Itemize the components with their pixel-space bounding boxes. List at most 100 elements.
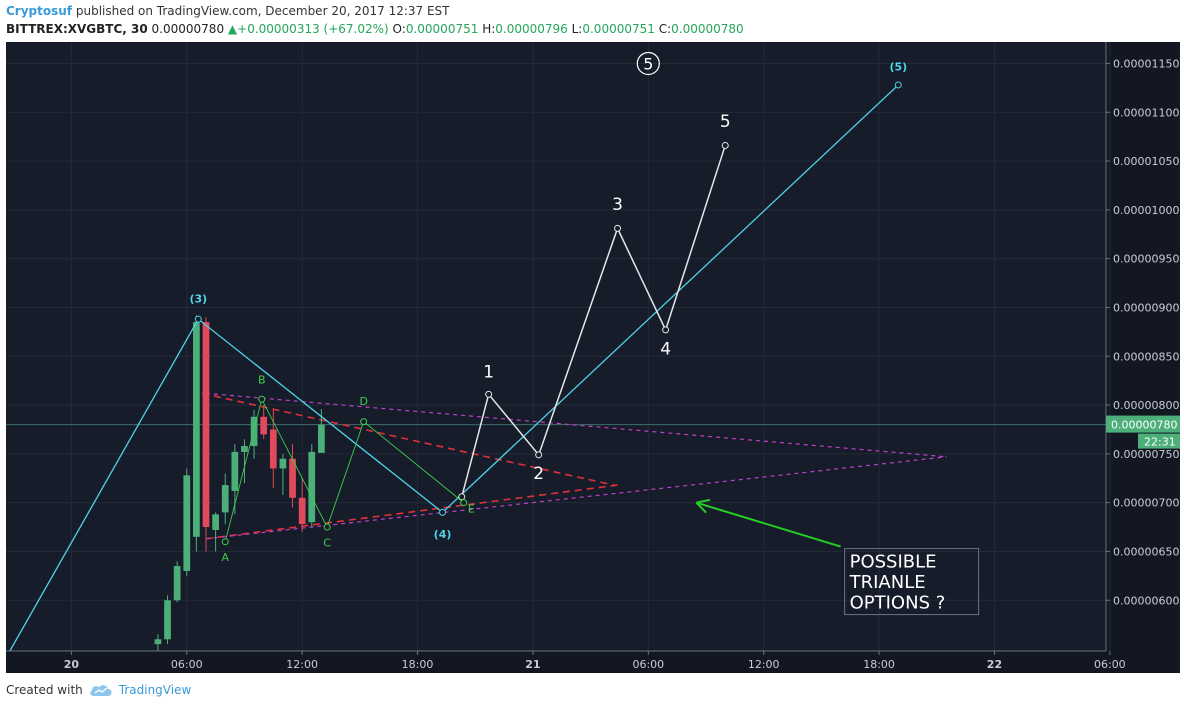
annotation-text-line: TRIANLE xyxy=(849,572,926,593)
wave-lines xyxy=(9,81,902,652)
annotation-arrowhead xyxy=(696,498,711,504)
wave-label-white: 2 xyxy=(533,464,544,484)
annotation-arrow xyxy=(696,501,841,548)
candle-body xyxy=(193,322,200,537)
wave-projection-point xyxy=(535,451,543,459)
abcde-point xyxy=(221,538,229,546)
wave-projection-point xyxy=(721,141,729,149)
wave-count-cyan-point xyxy=(894,81,902,89)
candle-body xyxy=(202,322,210,528)
countdown-tag xyxy=(1138,433,1180,449)
abcde-point xyxy=(460,499,468,507)
x-tick-label: 18:00 xyxy=(863,658,895,671)
created-with-text: Created with xyxy=(6,683,83,697)
circled-wave-label: 5 xyxy=(643,54,653,73)
x-tick-label: 12:00 xyxy=(748,658,780,671)
y-tick-label: 0.00001150 xyxy=(1113,57,1179,70)
triangle-magenta-line xyxy=(205,392,947,458)
candle-body xyxy=(183,475,191,571)
annotation-box xyxy=(844,548,980,616)
last-price-tag xyxy=(1106,415,1180,433)
y-tick-label: 0.00000600 xyxy=(1113,594,1179,607)
countdown-label: 22:31 xyxy=(1144,436,1176,449)
x-tick-label: 06:00 xyxy=(171,658,203,671)
annotation-text-line: OPTIONS ? xyxy=(850,593,946,614)
abcde-point xyxy=(258,395,266,403)
wave-label-cyan: (3) xyxy=(189,293,207,306)
candle-body xyxy=(289,458,296,498)
price-scale-background xyxy=(1106,42,1180,673)
low-label: L: xyxy=(571,22,583,36)
abcde-label: B xyxy=(258,374,266,387)
open-label: O: xyxy=(392,22,406,36)
abcde-label: C xyxy=(323,537,331,550)
wave-projection-line xyxy=(461,145,726,497)
wave-label-cyan: (5) xyxy=(889,60,907,73)
y-tick-label: 0.00001000 xyxy=(1113,204,1179,217)
footer: Created with TradingView xyxy=(6,683,191,697)
y-tick-label: 0.00000900 xyxy=(1113,301,1179,314)
abcde-label: A xyxy=(221,551,229,564)
up-arrow-icon: ▲ xyxy=(227,22,238,36)
candle-body xyxy=(279,458,287,469)
abcde-label: D xyxy=(359,395,367,408)
candle-body xyxy=(318,424,325,453)
y-tick-label: 0.00001050 xyxy=(1113,155,1179,168)
symbol-info-bar: BITTREX:XVGBTC, 30 0.00000780 ▲+0.000003… xyxy=(6,22,744,36)
y-tick-label: 0.00000750 xyxy=(1113,448,1179,461)
wave-projection-point xyxy=(485,390,493,398)
wave-count-cyan-point xyxy=(194,315,202,323)
tradingview-link[interactable]: TradingView xyxy=(118,683,192,697)
x-tick-label: 18:00 xyxy=(402,658,434,671)
x-tick-label: 22 xyxy=(987,658,1002,671)
candle-body xyxy=(250,416,258,447)
x-tick-label: 20 xyxy=(64,658,80,671)
wave-label-white: 1 xyxy=(483,363,494,383)
candle-body xyxy=(221,485,229,513)
candle-body xyxy=(269,429,277,469)
wave-label-white: 3 xyxy=(612,195,623,215)
plot-background xyxy=(6,42,1106,651)
tradingview-cloud-icon xyxy=(90,685,112,696)
candle-body xyxy=(298,497,306,525)
y-tick-label: 0.00000700 xyxy=(1113,497,1179,510)
y-tick-label: 0.00000800 xyxy=(1113,399,1179,412)
wave-label-cyan: (4) xyxy=(434,528,452,541)
grid-lines xyxy=(6,42,1180,673)
price-chart-svg[interactable]: (3) (4) (5) 1 2 3 4 5 A B C D E 5 POSSIBLETRIANLEOPTI… xyxy=(6,42,1180,673)
annotation-arrowhead xyxy=(695,501,707,514)
chart-area[interactable]: (3) (4) (5) 1 2 3 4 5 A B C D E 5 POSSIBLE TRIANLE OPTI… xyxy=(6,42,1180,673)
close-label: C: xyxy=(658,22,672,36)
low-value: 0.00000751 xyxy=(582,22,655,36)
candle-body xyxy=(241,446,248,452)
publish-info: Cryptosuf published on TradingView.com, … xyxy=(6,4,450,18)
abcde-label: E xyxy=(468,502,475,515)
last-price: 0.00000780 xyxy=(151,22,225,36)
price-change: +0.00000313 (+67.02%) xyxy=(237,22,389,36)
candle-body xyxy=(260,416,268,435)
x-tick-label: 06:00 xyxy=(1094,658,1126,671)
symbol-label: BITTREX:XVGBTC, 30 xyxy=(6,22,148,36)
y-tick-label: 0.00000650 xyxy=(1113,545,1179,558)
wave-projection-point xyxy=(662,326,670,334)
x-tick-label: 06:00 xyxy=(632,658,664,671)
candle-body xyxy=(212,514,219,530)
wave-projection-point xyxy=(614,224,622,232)
y-tick-label: 0.00000950 xyxy=(1113,253,1179,266)
author-name[interactable]: Cryptosuf xyxy=(6,4,73,18)
close-value: 0.00000780 xyxy=(671,22,744,36)
circled-wave-marker xyxy=(636,51,660,76)
y-tick-label: 0.00000850 xyxy=(1113,350,1179,363)
wave-labels: (3) (4) (5) 1 2 3 4 5 A B C D E 5 xyxy=(189,51,907,564)
wave-label-white: 4 xyxy=(660,339,671,359)
candle-body xyxy=(173,566,181,601)
candle-body xyxy=(154,639,162,645)
high-value: 0.00000796 xyxy=(495,22,568,36)
time-scale-background xyxy=(6,651,1106,673)
x-axis: 20 06:00 12:00 18:00 21 06:00 12:00 18:00 22 06:0… xyxy=(6,650,1126,671)
abcde-point xyxy=(360,418,368,426)
candle-body xyxy=(164,600,171,640)
x-tick-label: 21 xyxy=(525,658,540,671)
wave-label-white: 5 xyxy=(720,112,731,132)
